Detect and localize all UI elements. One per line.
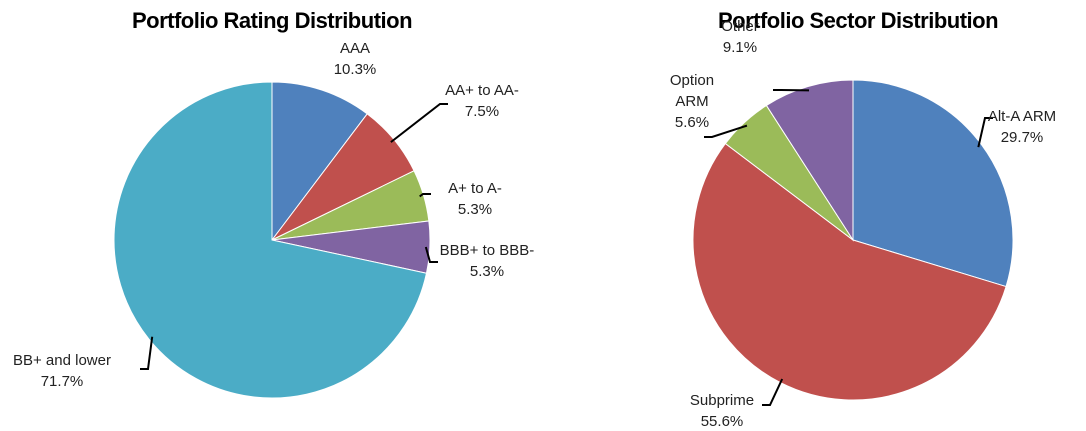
leader-line: [977, 117, 993, 148]
leader-line: [140, 336, 154, 370]
data-label: BBB+ to BBB- 5.3%: [422, 240, 552, 282]
data-label: Option ARM 5.6%: [662, 70, 722, 133]
leader-line: [419, 193, 431, 198]
value-label: 9.1%: [722, 39, 758, 56]
value-label: 29.7%: [1000, 129, 1044, 146]
value-label: 7.5%: [464, 103, 500, 120]
category-label: BBB+ to BBB-: [439, 242, 535, 259]
data-label: A+ to A- 5.3%: [415, 178, 535, 220]
data-label: Other 9.1%: [700, 16, 780, 58]
value-label: 5.6%: [674, 114, 710, 131]
category-label: AA+ to AA-: [445, 82, 519, 99]
leader-line: [704, 124, 748, 138]
data-label: BB+ and lower 71.7%: [0, 350, 127, 392]
value-label: 10.3%: [333, 61, 377, 78]
data-label: Alt-A ARM 29.7%: [967, 106, 1077, 148]
category-label: AAA: [339, 40, 370, 57]
category-label: BB+ and lower: [13, 352, 111, 369]
chart-title: Portfolio Rating Distribution: [131, 8, 413, 33]
value-label: 71.7%: [40, 373, 84, 390]
pie-slice: [271, 81, 368, 242]
leader-line: [390, 103, 448, 143]
category-label: Alt-A ARM: [987, 108, 1057, 125]
chart-title: Portfolio Sector Distribution: [717, 8, 999, 33]
pie-slice: [852, 79, 1014, 288]
category-label: Subprime: [689, 392, 755, 409]
pie-slice: [765, 79, 854, 242]
category-label: Option ARM: [669, 72, 715, 110]
leader-line: [762, 378, 784, 406]
data-label: AAA 10.3%: [290, 38, 420, 80]
category-label: Other: [721, 18, 759, 35]
pie-slice: [113, 81, 428, 399]
data-label: Subprime 55.6%: [667, 390, 777, 431]
category-label: A+ to A-: [448, 180, 502, 197]
value-label: 55.6%: [700, 413, 744, 430]
value-label: 5.3%: [469, 263, 505, 280]
leader-line: [424, 246, 438, 263]
data-label: AA+ to AA- 7.5%: [417, 80, 547, 122]
value-label: 5.3%: [457, 201, 493, 218]
